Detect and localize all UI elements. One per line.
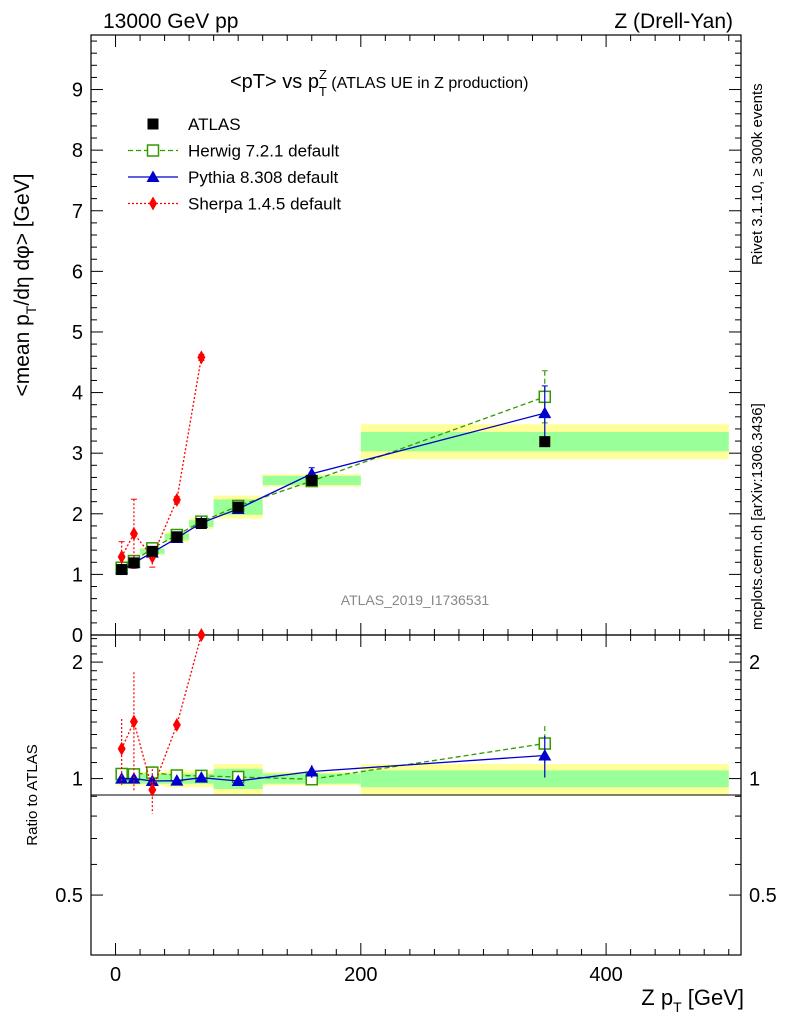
- legend-marker: [146, 170, 160, 182]
- ratio-tick-label: 1: [72, 769, 83, 791]
- pythia-ratio-point: [231, 774, 245, 786]
- y-axis-label: <mean pT/dη dφ> [GeV]: [11, 174, 39, 397]
- ratio-tick-label-right: 1: [749, 769, 760, 791]
- pythia-ratio-point: [170, 774, 184, 786]
- atlas-point: [128, 557, 140, 569]
- y-tick-label: 9: [72, 80, 83, 102]
- sherpa-ratio-point: [172, 717, 181, 732]
- legend-marker: [146, 144, 160, 157]
- legend-label: Herwig 7.2.1 default: [188, 142, 339, 161]
- legend-marker: [147, 118, 159, 130]
- y-tick-label: 1: [72, 564, 83, 586]
- ratio-tick-label: 2: [72, 652, 83, 674]
- y-tick-label: 8: [72, 140, 83, 162]
- atlas-point: [195, 517, 207, 529]
- y-tick-label: 0: [72, 625, 83, 647]
- sherpa-line: [121, 357, 203, 559]
- atlas-point: [116, 564, 128, 576]
- sherpa-ratio-point: [129, 714, 138, 729]
- pythia-ratio-point: [194, 771, 208, 783]
- herwig-ratio-line: [121, 742, 545, 780]
- atlas-point: [146, 545, 158, 557]
- sherpa-ratio-point: [197, 628, 206, 642]
- x-tick-label: 400: [589, 964, 622, 986]
- legend-label: Sherpa 1.4.5 default: [188, 195, 341, 214]
- pythia-ratio-point: [305, 764, 319, 777]
- y-tick-label: 2: [72, 504, 83, 526]
- atlas-point: [232, 501, 244, 513]
- atlas-point: [306, 474, 318, 486]
- header-left: 13000 GeV pp: [103, 10, 238, 33]
- legend-marker: [149, 196, 157, 211]
- y-tick-label: 6: [72, 261, 83, 283]
- sherpa-point: [172, 492, 181, 507]
- legend-label: Pythia 8.308 default: [188, 168, 339, 187]
- x-axis-label: Z pT [GeV]: [641, 985, 744, 1015]
- rivet-label: Rivet 3.1.10, ≥ 300k events: [749, 83, 766, 265]
- pythia-ratio-point: [538, 748, 552, 761]
- ratio-tick-label-right: 2: [749, 652, 760, 674]
- y-tick-label: 4: [72, 383, 83, 405]
- pythia-ratio-point: [145, 774, 159, 787]
- ratio-y-axis-label: Ratio to ATLAS: [24, 744, 41, 845]
- sherpa-point: [117, 549, 126, 564]
- pythia-point: [538, 406, 552, 419]
- legend-label: ATLAS: [188, 115, 241, 134]
- header-right: Z (Drell-Yan): [614, 10, 733, 33]
- ratio-band-inner: [360, 770, 729, 788]
- watermark: ATLAS_2019_I1736531: [341, 592, 490, 608]
- y-tick-label: 3: [72, 443, 83, 465]
- y-tick-label: 7: [72, 201, 83, 223]
- ratio-tick-label: 0.5: [55, 885, 83, 907]
- ratio-tick-label-right: 0.5: [749, 885, 777, 907]
- pythia-ratio-point: [115, 772, 129, 784]
- sherpa-point: [197, 350, 206, 365]
- y-tick-label: 5: [72, 322, 83, 344]
- chart-title: <pT> vs pZ T (ATLAS UE in Z production): [230, 67, 528, 99]
- sherpa-ratio-point: [148, 782, 157, 797]
- x-tick-label: 200: [344, 964, 377, 986]
- mcplots-label: mcplots.cern.ch [arXiv:1306.3436]: [749, 403, 766, 630]
- atlas-point: [171, 531, 183, 543]
- atlas-point: [539, 436, 551, 448]
- x-tick-label: 0: [110, 964, 121, 986]
- sherpa-ratio-point: [117, 741, 126, 756]
- sherpa-point: [129, 526, 138, 541]
